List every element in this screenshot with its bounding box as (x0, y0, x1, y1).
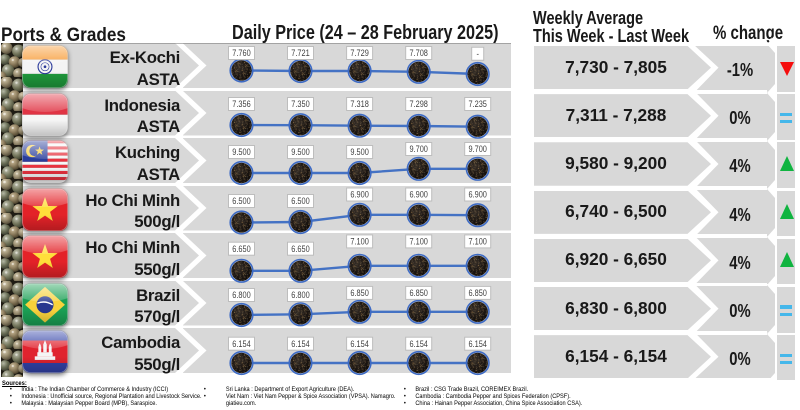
svg-text:6.900: 6.900 (409, 190, 428, 200)
svg-text:7.760: 7.760 (232, 49, 251, 59)
svg-text:7.708: 7.708 (409, 49, 428, 59)
svg-text:7.356: 7.356 (232, 100, 251, 110)
svg-text:6.154: 6.154 (468, 339, 487, 349)
svg-text:6.900: 6.900 (468, 190, 487, 200)
svg-text:6.650: 6.650 (232, 244, 251, 254)
svg-text:7.298: 7.298 (409, 100, 428, 110)
svg-text:6.850: 6.850 (350, 288, 369, 298)
svg-text:6.154: 6.154 (350, 339, 369, 349)
svg-text:6.650: 6.650 (291, 244, 310, 254)
svg-text:7.100: 7.100 (350, 237, 369, 247)
svg-text:6.154: 6.154 (409, 339, 428, 349)
svg-text:7.721: 7.721 (291, 49, 310, 59)
svg-text:6.850: 6.850 (409, 288, 428, 298)
svg-text:6.800: 6.800 (291, 291, 310, 301)
svg-text:6.500: 6.500 (232, 197, 251, 207)
svg-text:6.154: 6.154 (291, 339, 310, 349)
svg-text:9.500: 9.500 (291, 148, 310, 158)
svg-text:9.500: 9.500 (232, 148, 251, 158)
svg-text:7.100: 7.100 (409, 237, 428, 247)
svg-text:6.154: 6.154 (232, 339, 251, 349)
svg-text:6.850: 6.850 (468, 288, 487, 298)
svg-text:9.500: 9.500 (350, 148, 369, 158)
svg-text:7.318: 7.318 (350, 100, 369, 110)
svg-text:9.700: 9.700 (409, 145, 428, 155)
svg-text:9.700: 9.700 (468, 145, 487, 155)
svg-text:6.800: 6.800 (232, 291, 251, 301)
svg-text:7.729: 7.729 (350, 49, 369, 59)
svg-text:7.100: 7.100 (468, 237, 487, 247)
svg-text:-: - (476, 49, 479, 59)
svg-text:6.500: 6.500 (291, 197, 310, 207)
svg-text:7.350: 7.350 (291, 100, 310, 110)
svg-text:7.235: 7.235 (468, 100, 487, 110)
svg-text:6.900: 6.900 (350, 190, 369, 200)
